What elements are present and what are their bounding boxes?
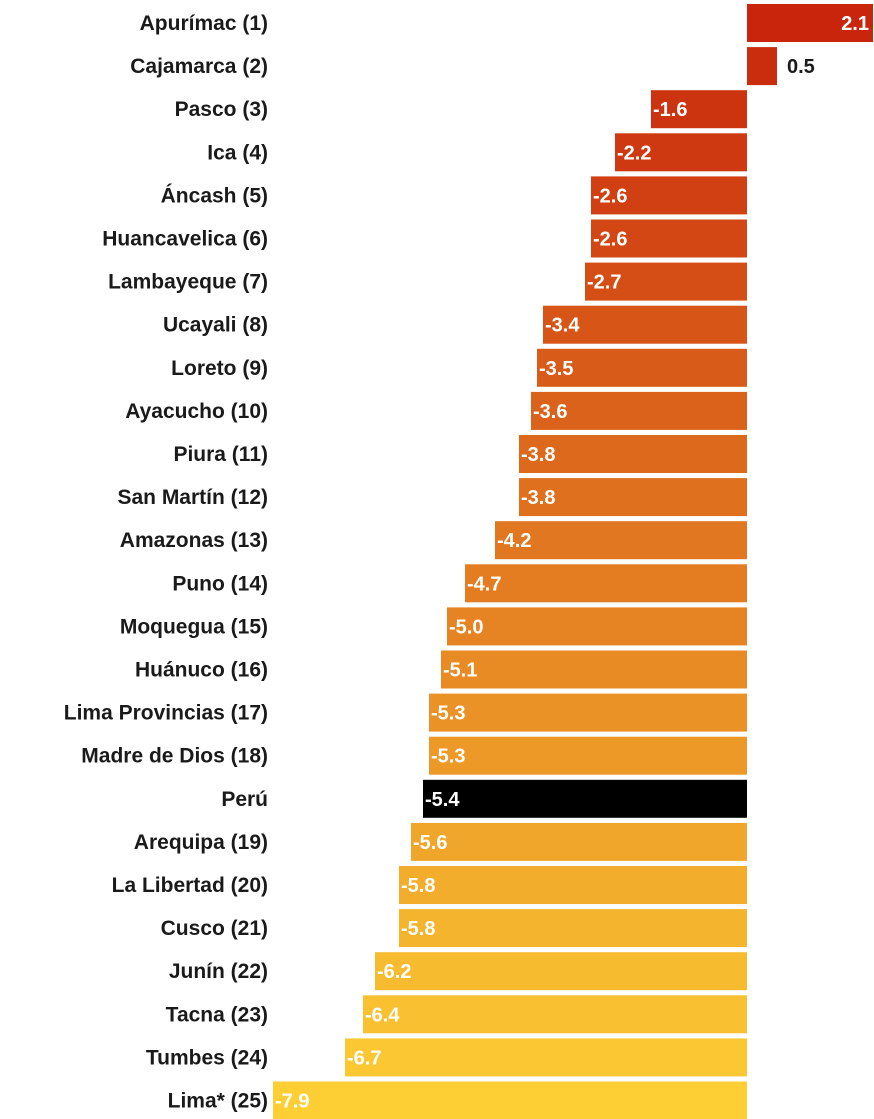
value-label: -1.6	[653, 99, 687, 121]
value-label: -6.2	[377, 961, 411, 983]
category-label: La Libertad (20)	[112, 874, 268, 897]
category-label: Ica (4)	[207, 141, 268, 164]
bar-15	[447, 607, 747, 646]
category-label: Junín (22)	[169, 960, 268, 983]
category-label: Lambayeque (7)	[108, 271, 268, 294]
category-label: Huancavelica (6)	[102, 228, 268, 251]
value-label: 2.1	[841, 13, 869, 35]
value-label: -4.7	[467, 573, 501, 595]
category-label: Puno (14)	[172, 572, 268, 595]
bar-19	[423, 779, 747, 818]
value-label: -4.2	[497, 530, 531, 552]
category-label: Pasco (3)	[175, 98, 268, 121]
bar-26	[273, 1081, 747, 1119]
bar-10	[531, 391, 747, 430]
category-label: Áncash (5)	[161, 184, 268, 207]
value-label: -3.4	[545, 315, 580, 337]
bar-11	[519, 435, 747, 473]
value-label: -6.4	[365, 1004, 400, 1026]
bar-5	[591, 176, 747, 215]
value-label: -3.6	[533, 401, 567, 423]
bar-14	[465, 564, 747, 603]
category-label: Lima* (25)	[168, 1090, 268, 1113]
bar-22	[399, 909, 747, 948]
category-label: Perú	[221, 788, 268, 811]
value-label: -5.3	[431, 703, 465, 725]
category-label: Apurímac (1)	[140, 12, 268, 35]
bar-8	[543, 305, 747, 344]
bar-9	[537, 348, 747, 387]
category-label: Madre de Dios (18)	[81, 745, 268, 768]
bar-21	[399, 866, 747, 904]
category-label: Cajamarca (2)	[130, 55, 268, 78]
bar-7	[585, 262, 747, 301]
bar-18	[429, 736, 747, 775]
value-label: 0.5	[787, 56, 815, 78]
bar-20	[411, 822, 747, 861]
bar-13	[495, 521, 747, 560]
category-label: Loreto (9)	[171, 357, 268, 380]
category-label: Cusco (21)	[161, 917, 268, 940]
value-label: -2.2	[617, 142, 651, 164]
bar-1	[747, 4, 873, 42]
bar-3	[651, 90, 747, 129]
bar-6	[591, 219, 747, 258]
value-label: -2.6	[593, 229, 627, 251]
value-label: -2.7	[587, 272, 621, 294]
value-label: -2.6	[593, 185, 627, 207]
bar-25	[345, 1038, 747, 1077]
bar-24	[363, 995, 747, 1034]
value-label: -5.8	[401, 918, 435, 940]
value-label: -5.3	[431, 746, 465, 768]
value-label: -7.9	[275, 1091, 309, 1113]
bar-4	[615, 133, 747, 172]
bar-2	[747, 47, 777, 86]
category-label: Tacna (23)	[166, 1003, 268, 1026]
value-label: -5.6	[413, 832, 447, 854]
value-label: -3.5	[539, 358, 573, 380]
value-label: -3.8	[521, 487, 555, 509]
bar-17	[429, 693, 747, 732]
value-label: -5.8	[401, 875, 435, 897]
value-label: -5.1	[443, 660, 477, 682]
value-label: -5.0	[449, 616, 483, 638]
category-label: Amazonas (13)	[120, 529, 268, 552]
value-label: -3.8	[521, 444, 555, 466]
category-label: San Martín (12)	[117, 486, 268, 509]
value-label: -6.7	[347, 1047, 381, 1069]
value-label: -5.4	[425, 789, 460, 811]
category-label: Ucayali (8)	[163, 314, 268, 337]
bar-12	[519, 478, 747, 517]
category-label: Tumbes (24)	[146, 1046, 268, 1069]
category-label: Piura (11)	[173, 443, 268, 466]
category-label: Arequipa (19)	[134, 831, 268, 854]
category-label: Moquegua (15)	[120, 615, 268, 638]
bar-16	[441, 650, 747, 689]
bar-23	[375, 952, 747, 991]
category-label: Huánuco (16)	[135, 659, 268, 682]
category-label: Ayacucho (10)	[125, 400, 268, 423]
category-label: Lima Provincias (17)	[64, 702, 268, 725]
